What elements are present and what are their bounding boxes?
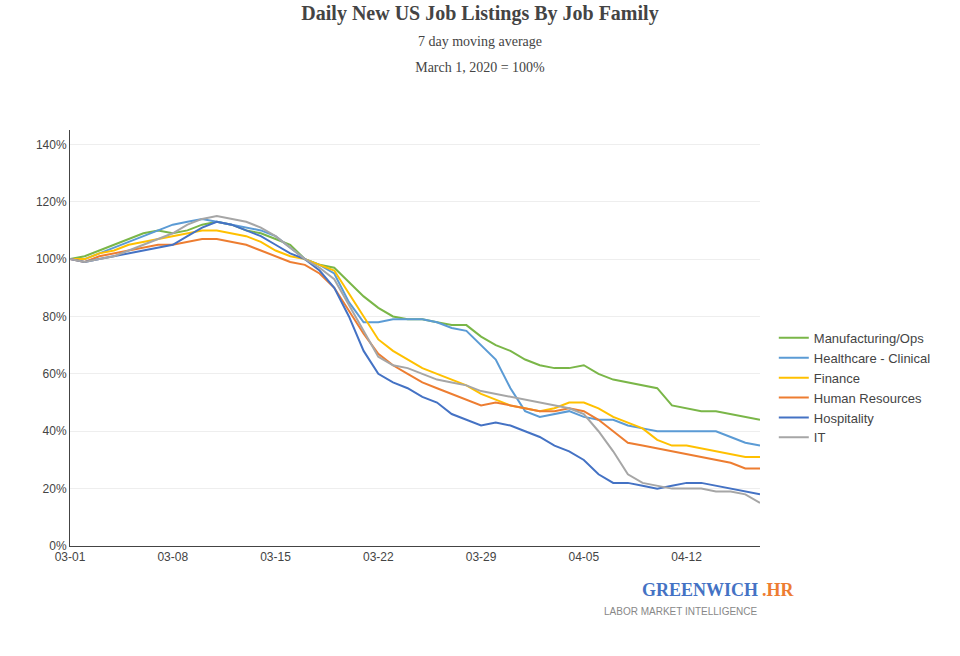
svg-text:Healthcare - Clinical: Healthcare - Clinical (814, 351, 930, 366)
svg-text:GREENWICH: GREENWICH (642, 580, 758, 600)
svg-text:0%: 0% (49, 539, 67, 553)
svg-text:60%: 60% (43, 367, 67, 381)
svg-text:140%: 140% (36, 138, 67, 152)
svg-text:Finance: Finance (814, 371, 860, 386)
svg-text:40%: 40% (43, 424, 67, 438)
svg-text:.HR: .HR (762, 580, 795, 600)
svg-text:03-22: 03-22 (363, 550, 394, 564)
svg-text:03-15: 03-15 (260, 550, 291, 564)
svg-text:Daily New US Job Listings By J: Daily New US Job Listings By Job Family7… (301, 2, 658, 75)
svg-text:03-29: 03-29 (466, 550, 497, 564)
svg-text:04-12: 04-12 (671, 550, 702, 564)
svg-text:20%: 20% (43, 482, 67, 496)
svg-text:03-01: 03-01 (55, 550, 86, 564)
svg-text:LABOR MARKET INTELLIGENCE: LABOR MARKET INTELLIGENCE (604, 606, 758, 617)
svg-text:80%: 80% (43, 310, 67, 324)
svg-text:04-05: 04-05 (568, 550, 599, 564)
svg-text:Human Resources: Human Resources (814, 391, 922, 406)
svg-text:120%: 120% (36, 195, 67, 209)
svg-text:Hospitality: Hospitality (814, 411, 874, 426)
svg-text:Manufacturing/Ops: Manufacturing/Ops (814, 331, 924, 346)
svg-text:100%: 100% (36, 252, 67, 266)
svg-text:IT: IT (814, 430, 826, 445)
svg-text:03-08: 03-08 (157, 550, 188, 564)
